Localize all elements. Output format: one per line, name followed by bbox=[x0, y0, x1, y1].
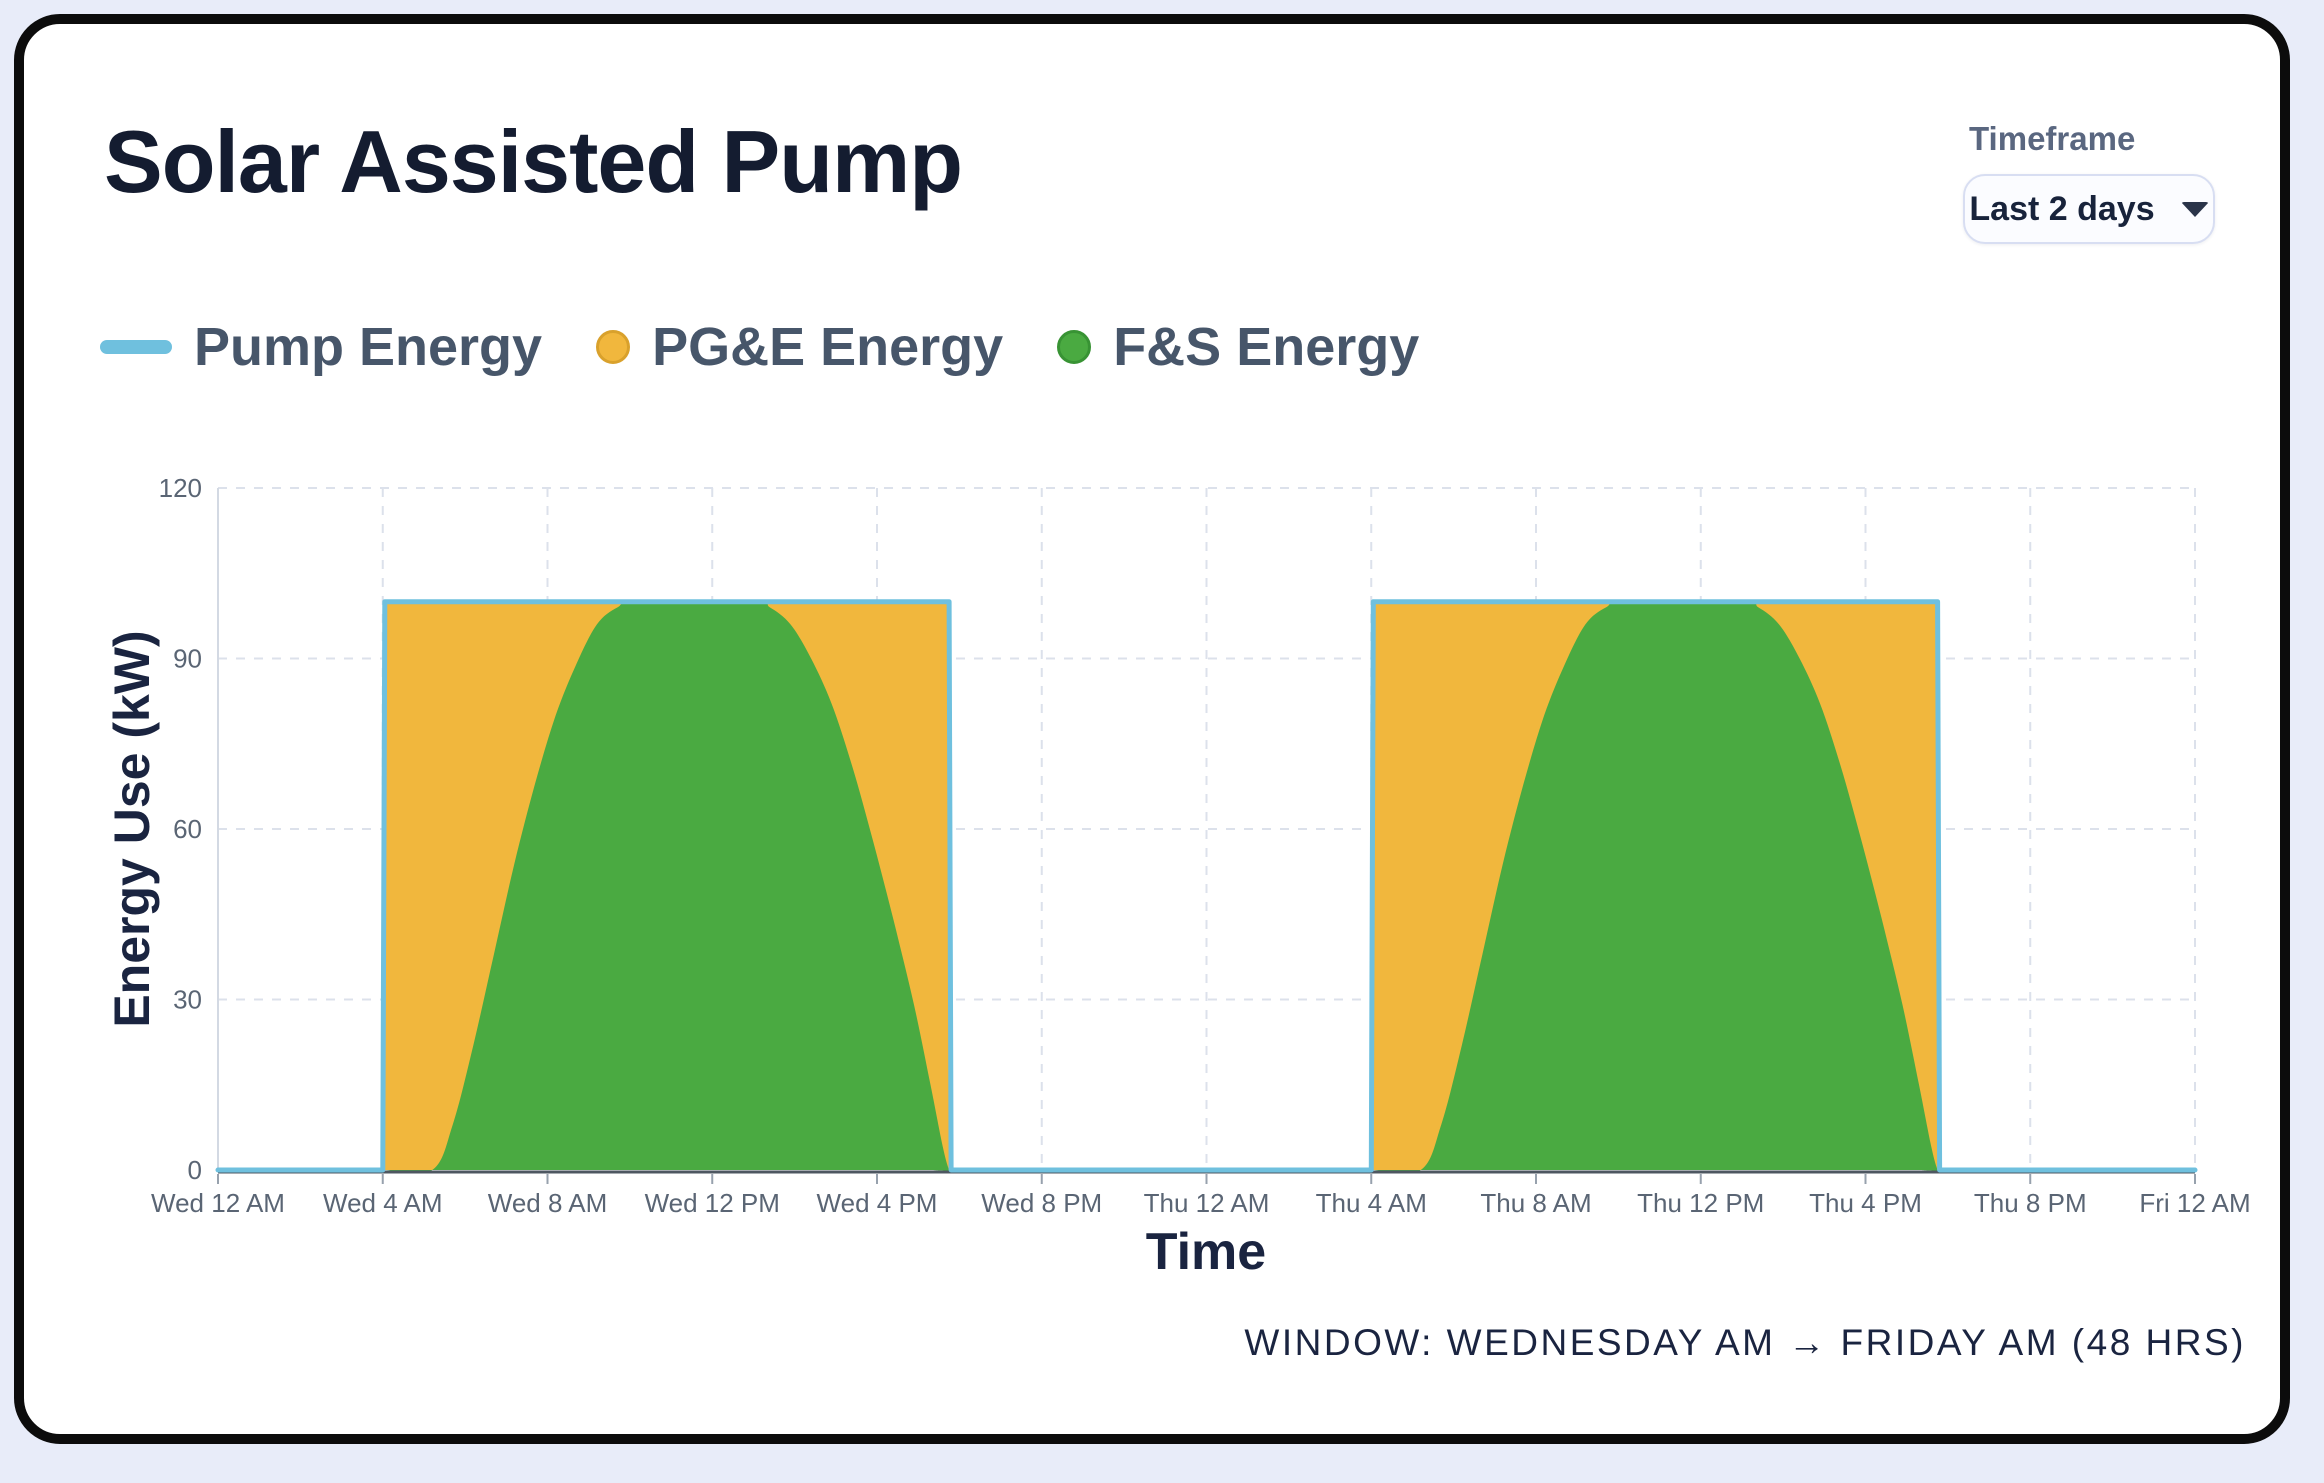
legend-label: F&S Energy bbox=[1113, 317, 1420, 377]
legend-item-pge-energy: PG&E Energy bbox=[596, 316, 1003, 378]
x-axis-title: Time bbox=[1145, 1223, 1267, 1281]
fs-circle-swatch-icon bbox=[1057, 330, 1092, 364]
timeframe-selected-value: Last 2 days bbox=[1969, 189, 2155, 228]
legend-item-pump-energy: Pump Energy bbox=[100, 316, 542, 378]
chart-legend: Pump Energy PG&E Energy F&S Energy bbox=[100, 316, 1419, 378]
legend-label: PG&E Energy bbox=[652, 317, 1004, 377]
timeframe-label: Timeframe bbox=[1969, 120, 2136, 157]
timeframe-block: Timeframe Last 2 days bbox=[1963, 120, 2223, 244]
pump-line-swatch-icon bbox=[100, 340, 172, 354]
timeframe-dropdown[interactable]: Last 2 days bbox=[1963, 174, 2215, 244]
y-axis-title: Energy Use (kW) bbox=[104, 630, 160, 1028]
page-title: Solar Assisted Pump bbox=[104, 112, 963, 211]
legend-label: Pump Energy bbox=[194, 317, 543, 377]
legend-item-fs-energy: F&S Energy bbox=[1057, 316, 1419, 378]
chevron-down-icon bbox=[2180, 201, 2209, 217]
window-annotation: WINDOW: WEDNESDAY AM → FRIDAY AM (48 HRS… bbox=[1244, 1322, 2246, 1363]
pge-circle-swatch-icon bbox=[596, 330, 631, 364]
